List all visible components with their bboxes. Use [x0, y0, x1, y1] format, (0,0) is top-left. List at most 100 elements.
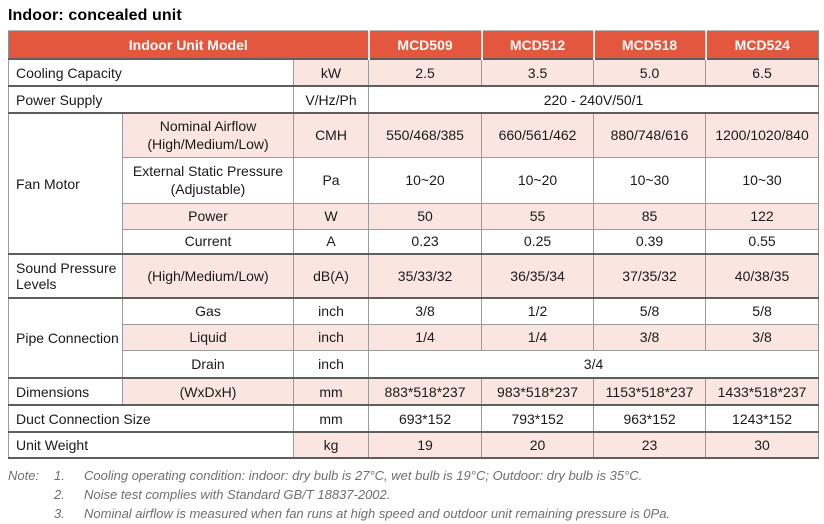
nominal-airflow-value: 1200/1020/840: [705, 112, 819, 157]
pipe-drain-sublabel: Drain: [122, 349, 294, 378]
pipe-gas-value: 1/2: [481, 297, 594, 324]
fan-current-value: 0.23: [368, 228, 482, 254]
fan-current-value: 0.55: [705, 228, 819, 254]
nominal-airflow-sublabel-line1: Nominal Airflow: [159, 118, 257, 135]
note-label-spacer: [8, 504, 54, 523]
fan-current-value: 0.25: [481, 228, 594, 254]
note-number: 2.: [54, 487, 65, 502]
power-supply-label: Power Supply: [8, 85, 294, 113]
sound-pressure-value: 36/35/34: [481, 253, 594, 298]
row-pipe-gas: Pipe Connection Gas inch 3/8 1/2 5/8 5/8: [8, 297, 819, 378]
unit-weight-unit: kg: [292, 431, 369, 458]
duct-connection-size-unit: mm: [292, 404, 369, 432]
fan-power-unit: W: [292, 202, 369, 229]
cooling-capacity-label: Cooling Capacity: [8, 58, 294, 86]
dimensions-value: 1153*518*237: [593, 377, 706, 405]
power-supply-value: 220 - 240V/50/1: [368, 85, 819, 113]
note-number: 3.: [54, 506, 65, 521]
pipe-gas-value: 5/8: [593, 297, 706, 324]
pipe-liquid-sublabel: Liquid: [122, 323, 294, 350]
pipe-liquid-value: 1/4: [481, 323, 594, 350]
external-static-pressure-value: 10~20: [481, 156, 594, 203]
row-pipe-drain: Drain inch 3/4: [9, 349, 819, 378]
dimensions-sublabel: (WxDxH): [122, 377, 294, 405]
fan-current-value: 0.39: [593, 228, 706, 254]
row-fan-nominal-airflow: Fan Motor Nominal Airflow (High/Medium/L…: [8, 112, 819, 254]
spec-sheet-page: Indoor: concealed unit Indoor Unit Model…: [0, 7, 824, 524]
fan-power-value: 85: [593, 202, 706, 229]
external-static-pressure-value: 10~30: [705, 156, 819, 203]
pipe-liquid-value: 1/4: [368, 323, 482, 350]
sound-pressure-value: 40/38/35: [705, 253, 819, 298]
duct-connection-size-value: 793*152: [481, 404, 594, 432]
row-dimensions: Dimensions (WxDxH) mm 883*518*237 983*51…: [8, 377, 819, 405]
pipe-drain-value: 3/4: [368, 349, 819, 378]
cooling-capacity-value: 5.0: [593, 58, 706, 86]
sound-pressure-sublabel: (High/Medium/Low): [122, 253, 294, 298]
cooling-capacity-value: 2.5: [368, 58, 482, 86]
indoor-unit-spec-table: Indoor Unit Model MCD509 MCD512 MCD518 M…: [8, 30, 820, 459]
pipe-gas-value: 3/8: [368, 297, 482, 324]
row-cooling-capacity: Cooling Capacity kW 2.5 3.5 5.0 6.5: [8, 58, 819, 86]
unit-weight-value: 30: [705, 431, 819, 458]
fan-motor-group-label: Fan Motor: [8, 112, 123, 254]
sound-pressure-unit: dB(A): [292, 253, 369, 298]
sound-pressure-value: 37/35/32: [593, 253, 706, 298]
nominal-airflow-value: 660/561/462: [481, 112, 594, 157]
note-label-spacer: [8, 485, 54, 504]
note-text: Cooling operating condition: indoor: dry…: [84, 468, 643, 483]
cooling-capacity-unit: kW: [292, 58, 369, 86]
table-header-row: Indoor Unit Model MCD509 MCD512 MCD518 M…: [8, 30, 819, 59]
row-duct-connection-size: Duct Connection Size mm 693*152 793*152 …: [8, 404, 819, 432]
note-text: Noise test complies with Standard GB/T 1…: [84, 487, 391, 502]
sound-pressure-value: 35/33/32: [368, 253, 482, 298]
unit-weight-label: Unit Weight: [8, 431, 294, 458]
page-title: Indoor: concealed unit: [8, 7, 182, 24]
fan-power-sublabel: Power: [122, 202, 294, 229]
power-supply-unit: V/Hz/Ph: [292, 85, 369, 113]
row-pipe-liquid: Liquid inch 1/4 1/4 3/8 3/8: [9, 323, 819, 350]
nominal-airflow-sublabel: Nominal Airflow (High/Medium/Low): [122, 112, 294, 157]
external-static-pressure-unit: Pa: [292, 156, 369, 203]
header-model-mcd518: MCD518: [592, 30, 706, 59]
nominal-airflow-value: 880/748/616: [593, 112, 706, 157]
pipe-gas-sublabel: Gas: [122, 297, 294, 324]
pipe-liquid-value: 3/8: [705, 323, 819, 350]
header-indoor-unit-model: Indoor Unit Model: [8, 30, 369, 59]
note-item: Note: 1. Cooling operating condition: in…: [8, 466, 824, 485]
nominal-airflow-sublabel-line2: (High/Medium/Low): [147, 136, 269, 153]
sound-pressure-label: Sound Pressure Levels: [8, 253, 123, 298]
cooling-capacity-value: 3.5: [481, 58, 594, 86]
note-number: 1.: [54, 468, 65, 483]
duct-connection-size-value: 963*152: [593, 404, 706, 432]
pipe-liquid-unit: inch: [292, 323, 369, 350]
duct-connection-size-value: 693*152: [368, 404, 482, 432]
external-static-pressure-sublabel-line1: External Static Pressure: [132, 162, 284, 179]
duct-connection-size-value: 1243*152: [705, 404, 819, 432]
pipe-gas-unit: inch: [292, 297, 369, 324]
row-fan-power: Power W 50 55 85 122: [9, 202, 819, 229]
fan-power-value: 122: [705, 202, 819, 229]
dimensions-value: 883*518*237: [368, 377, 482, 405]
note-label: Note:: [8, 468, 40, 483]
pipe-connection-group-label: Pipe Connection: [8, 297, 123, 378]
dimensions-unit: mm: [292, 377, 369, 405]
header-model-mcd524: MCD524: [704, 30, 819, 59]
note-item: 2. Noise test complies with Standard GB/…: [8, 485, 824, 504]
row-fan-external-static-pressure: External Static Pressure (Adjustable) Pa…: [9, 156, 819, 203]
unit-weight-value: 23: [593, 431, 706, 458]
fan-current-unit: A: [292, 228, 369, 254]
pipe-liquid-value: 3/8: [593, 323, 706, 350]
nominal-airflow-value: 550/468/385: [368, 112, 482, 157]
nominal-airflow-unit: CMH: [292, 112, 369, 157]
row-fan-current: Current A 0.23 0.25 0.39 0.55: [9, 228, 819, 254]
duct-connection-size-label: Duct Connection Size: [8, 404, 294, 432]
dimensions-label: Dimensions: [8, 377, 123, 405]
fan-current-sublabel: Current: [122, 228, 294, 254]
pipe-drain-unit: inch: [292, 349, 369, 378]
header-model-mcd509: MCD509: [367, 30, 482, 59]
fan-power-value: 50: [368, 202, 482, 229]
external-static-pressure-sublabel: External Static Pressure (Adjustable): [122, 156, 294, 203]
cooling-capacity-value: 6.5: [705, 58, 819, 86]
row-power-supply: Power Supply V/Hz/Ph 220 - 240V/50/1: [8, 85, 819, 113]
